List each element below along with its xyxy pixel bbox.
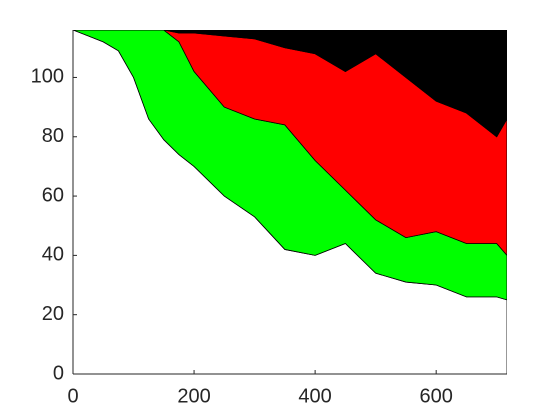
area: [73, 30, 507, 138]
x-tick-label: 400: [298, 385, 331, 407]
y-tick-label: 40: [42, 244, 64, 266]
x-tick-label: 200: [177, 385, 210, 407]
y-tick-label: 20: [42, 303, 64, 325]
x-tick-label: 600: [419, 385, 452, 407]
plot-area: [73, 30, 507, 374]
y-tick-label: 60: [42, 184, 64, 206]
y-tick-label: 0: [53, 362, 64, 384]
y-tick-label: 80: [42, 125, 64, 147]
y-tick-label: 100: [31, 66, 64, 88]
x-tick-label: 0: [67, 385, 78, 407]
